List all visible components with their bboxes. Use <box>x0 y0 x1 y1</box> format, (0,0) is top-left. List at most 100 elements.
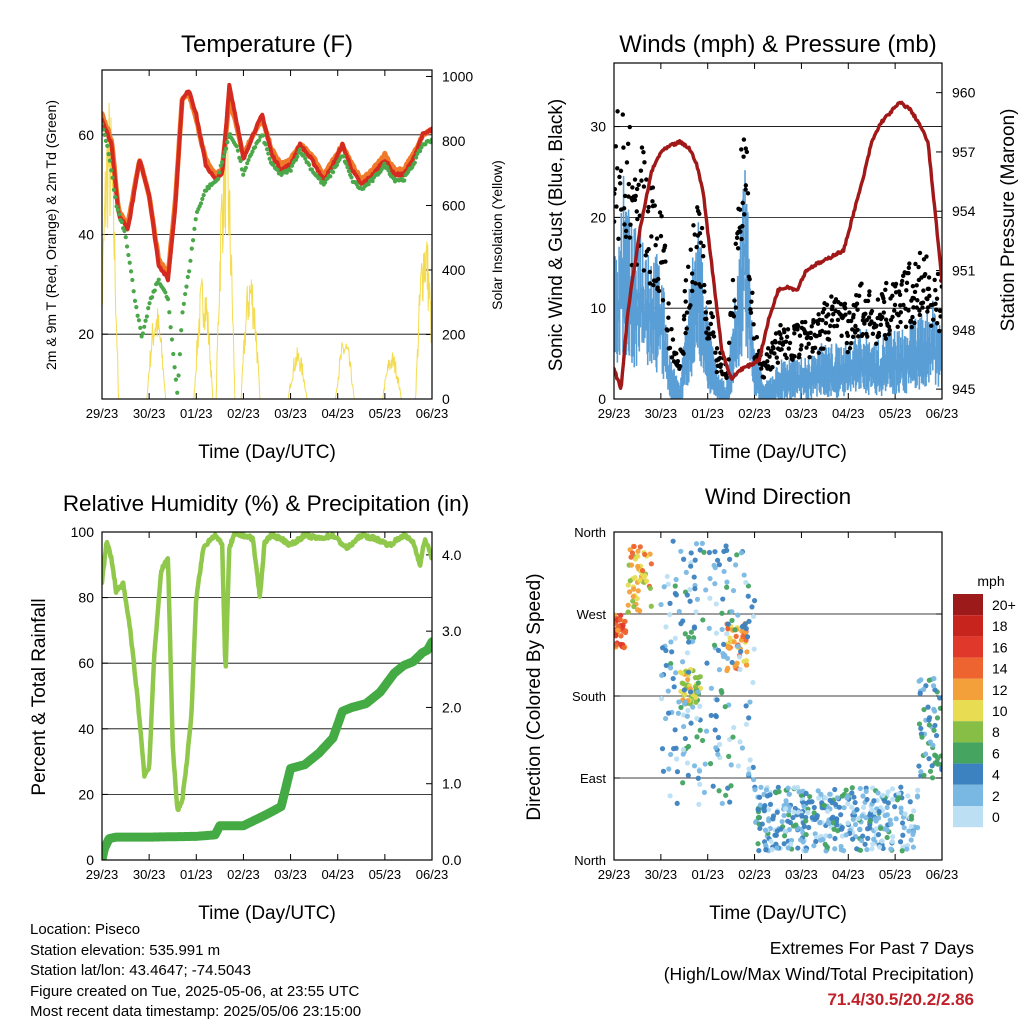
gust-point <box>797 352 802 357</box>
gust-point <box>924 254 929 259</box>
gust-point <box>786 346 791 351</box>
legend-swatch <box>953 700 983 722</box>
gust-point <box>624 160 630 165</box>
gust-point <box>854 301 860 306</box>
direction-point <box>734 552 740 558</box>
direction-point <box>621 645 627 651</box>
gust-point <box>892 308 897 313</box>
gust-point <box>785 327 791 332</box>
gust-point <box>711 334 717 339</box>
direction-point <box>725 626 731 632</box>
direction-point <box>872 816 878 822</box>
gust-point <box>917 312 922 318</box>
gust-point <box>772 338 778 344</box>
direction-point <box>690 638 696 644</box>
gust-point <box>634 209 639 214</box>
dewpoint-point <box>135 313 140 318</box>
gust-point <box>774 355 779 360</box>
gust-point <box>688 247 693 252</box>
dewpoint-point <box>109 168 114 173</box>
gust-point <box>885 321 890 326</box>
direction-point <box>720 650 726 657</box>
temperature-xlabel: Time (Day/UTC) <box>198 442 336 463</box>
plot-border <box>613 531 943 861</box>
gust-point <box>749 299 754 304</box>
gust-point <box>707 336 712 341</box>
direction-point <box>758 784 764 790</box>
dewpoint-point <box>267 156 272 161</box>
direction-point <box>908 823 914 830</box>
direction-point <box>701 549 707 555</box>
gust-point <box>666 315 671 320</box>
gust-point <box>929 323 934 328</box>
solar-line <box>102 102 119 399</box>
gust-point <box>680 350 686 356</box>
legend-label: 20+ <box>992 597 1016 613</box>
gust-point <box>865 298 871 304</box>
temperature-y2label: Solar Insolation (Yellow) <box>489 160 505 310</box>
direction-point <box>665 581 671 587</box>
direction-point <box>687 598 693 604</box>
dewpoint-point <box>103 138 109 143</box>
winds-ylabel: Sonic Wind & Gust (Blue, Black) <box>546 99 567 371</box>
gust-point <box>911 305 916 310</box>
gust-point <box>731 314 737 319</box>
direction-point <box>875 831 882 838</box>
direction-point <box>831 826 837 832</box>
gust-point <box>623 228 629 234</box>
direction-point <box>682 735 688 742</box>
dewpoint-point <box>193 217 198 222</box>
gust-point <box>628 222 633 227</box>
direction-point <box>799 813 805 819</box>
direction-point <box>719 626 725 633</box>
gust-point <box>779 347 784 352</box>
dewpoint-point <box>169 337 175 342</box>
gust-point <box>739 236 744 242</box>
gust-point <box>761 375 767 380</box>
gust-point <box>627 124 632 130</box>
dewpoint-point <box>181 301 186 306</box>
dewpoint-point <box>189 246 194 251</box>
direction-point <box>724 547 730 553</box>
gust-point <box>808 330 813 336</box>
gust-point <box>775 360 781 365</box>
temperature-panel: Temperature (F) 20 40 60 29/23 30/23 01/23 02/… <box>43 31 505 463</box>
dewpoint-point <box>188 258 193 263</box>
direction-point <box>715 647 722 654</box>
direction-point <box>706 549 713 556</box>
gust-point <box>784 355 789 361</box>
direction-point <box>687 689 694 695</box>
direction-point <box>729 659 735 666</box>
x-tick-label: 29/23 <box>598 406 631 421</box>
direction-point <box>635 548 641 554</box>
direction-point <box>647 585 653 591</box>
dewpoint-point <box>136 318 142 323</box>
gust-point <box>913 261 918 267</box>
gust-point <box>620 112 626 117</box>
direction-point <box>927 768 934 774</box>
plot-content <box>614 100 942 399</box>
direction-point <box>823 833 829 839</box>
dewpoint-point <box>201 193 206 198</box>
direction-point <box>688 550 694 556</box>
direction-point <box>852 821 859 828</box>
gust-point <box>642 160 647 165</box>
direction-point <box>807 793 813 800</box>
direction-point <box>642 551 648 558</box>
direction-point <box>870 841 876 847</box>
gust-point <box>932 277 937 283</box>
gust-point <box>830 304 835 309</box>
gust-point <box>904 280 910 286</box>
direction-point <box>685 772 691 779</box>
temperature-ylabel: 2m & 9m T (Red, Orange) & 2m Td (Green) <box>43 100 59 370</box>
direction-point <box>857 826 863 832</box>
direction-point <box>759 821 765 827</box>
direction-point <box>724 579 730 585</box>
gust-point <box>765 359 770 364</box>
direction-point <box>841 805 847 811</box>
direction-point <box>673 745 679 751</box>
direction-point <box>708 685 714 691</box>
gust-point <box>867 289 872 294</box>
direction-point <box>672 727 678 733</box>
direction-point <box>864 826 871 832</box>
